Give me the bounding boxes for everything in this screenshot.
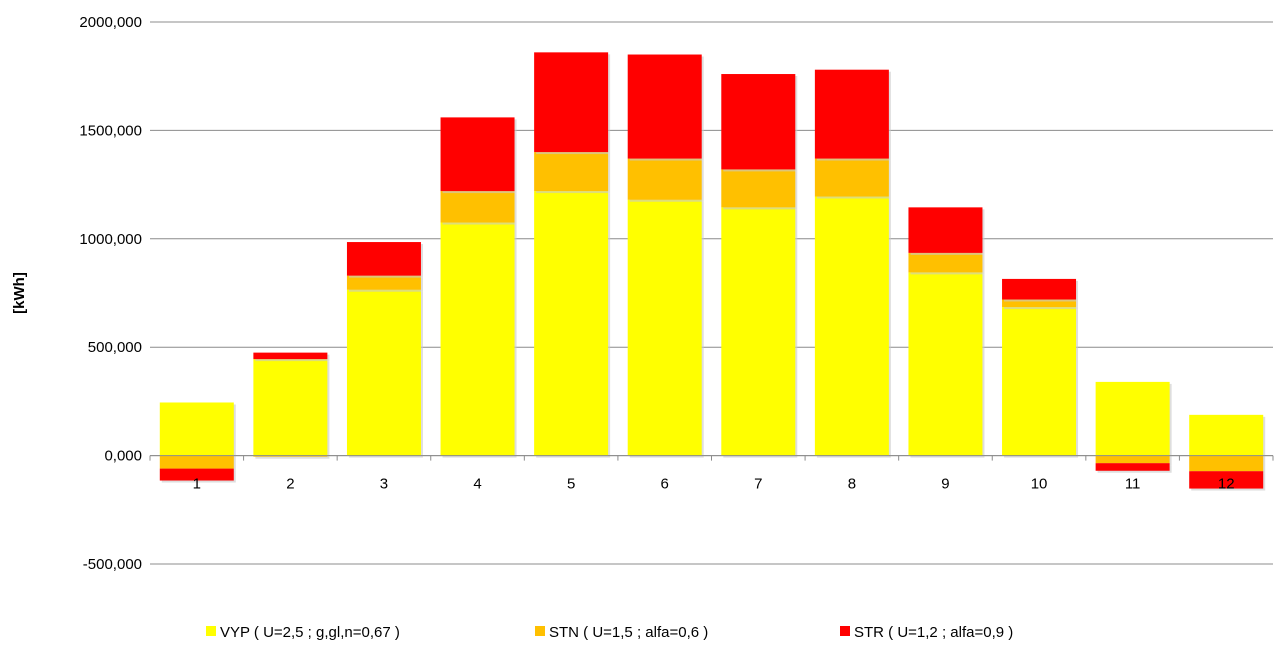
legend-entry: VYP ( U=2,5 ; g,gl,n=0,67 ): [220, 624, 400, 641]
bar-3-month-4: [440, 117, 515, 192]
bar-1-month-4: [440, 222, 515, 456]
x-tick-label: 11: [1125, 476, 1141, 493]
bar-3-month-11: [1095, 463, 1170, 471]
bar-2-month-9: [908, 252, 983, 273]
x-axis: [149, 455, 1274, 461]
legend-entry: STR ( U=1,2 ; alfa=0,9 ): [854, 624, 1013, 641]
x-tick-label: 1: [193, 476, 201, 493]
bar-3-month-3: [346, 242, 421, 276]
bar-2-month-6: [627, 158, 702, 200]
legend: VYP ( U=2,5 ; g,gl,n=0,67 ) STN ( U=1,5 ;…: [206, 624, 1013, 641]
bar-2-month-4: [440, 191, 515, 223]
x-tick-label: 10: [1031, 476, 1048, 493]
bar-2-month-1: [159, 455, 234, 469]
bar-1-month-6: [627, 199, 702, 456]
bar-1-month-3: [346, 289, 421, 456]
bar-1-month-2: [253, 359, 328, 456]
bar-3-month-10: [1002, 278, 1077, 300]
bar-2-month-5: [534, 152, 609, 192]
x-tick-label: 12: [1218, 476, 1235, 493]
y-tick-label: 1000,000: [79, 231, 142, 248]
gridlines: [150, 21, 1273, 565]
y-tick-label: -500,000: [83, 556, 142, 573]
y-tick-label: 500,000: [88, 339, 142, 356]
y-tick-label: 1500,000: [79, 122, 142, 139]
x-tick-label: 4: [473, 476, 481, 493]
x-tick-label: 6: [661, 476, 669, 493]
legend-swatch: [206, 626, 216, 636]
bar-1-month-10: [1002, 307, 1077, 456]
legend-swatch: [535, 626, 545, 636]
bar-3-month-1: [159, 468, 234, 481]
bar-3-month-7: [721, 74, 796, 170]
bar-1-month-7: [721, 207, 796, 456]
bar-shadow: [255, 457, 330, 459]
bar-3-month-2: [253, 352, 328, 360]
bar-2-month-12: [1189, 455, 1264, 472]
legend-entry: STN ( U=1,5 ; alfa=0,6 ): [549, 624, 708, 641]
x-tick-label: 7: [754, 476, 762, 493]
legend-swatch: [840, 626, 850, 636]
x-tick-label: 9: [941, 476, 949, 493]
bar-2-month-11: [1095, 455, 1170, 464]
y-tick-label: 0,000: [104, 448, 142, 465]
y-axis-tick-labels: -500,000 0,000 500,000 1000,000 1500,000 2000…: [79, 14, 142, 573]
bar-1-month-9: [908, 272, 983, 456]
bar-1-month-5: [534, 191, 609, 456]
x-tick-label: 3: [380, 476, 388, 493]
bar-2-month-2: [253, 455, 328, 457]
y-axis-title: [kWh]: [11, 272, 28, 314]
x-axis-tick-labels: 1 2 3 4 5 6 7 8 9 10 11 12: [193, 476, 1235, 493]
bar-3-month-5: [534, 52, 609, 153]
bar-1-month-12: [1189, 414, 1264, 456]
bars: [159, 52, 1266, 491]
bar-3-month-6: [627, 54, 702, 159]
bar-2-month-7: [721, 169, 796, 208]
bar-1-month-11: [1095, 381, 1170, 456]
bar-1-month-8: [814, 196, 889, 456]
bar-1-month-1: [159, 402, 234, 456]
x-tick-label: 5: [567, 476, 575, 493]
y-tick-label: 2000,000: [79, 14, 142, 31]
x-tick-label: 8: [848, 476, 856, 493]
x-tick-label: 2: [286, 476, 294, 493]
bar-3-month-9: [908, 207, 983, 253]
bar-2-month-10: [1002, 299, 1077, 308]
bar-2-month-8: [814, 158, 889, 197]
bar-3-month-12: [1189, 471, 1264, 489]
bar-3-month-8: [814, 69, 889, 159]
bar-2-month-3: [346, 275, 421, 290]
